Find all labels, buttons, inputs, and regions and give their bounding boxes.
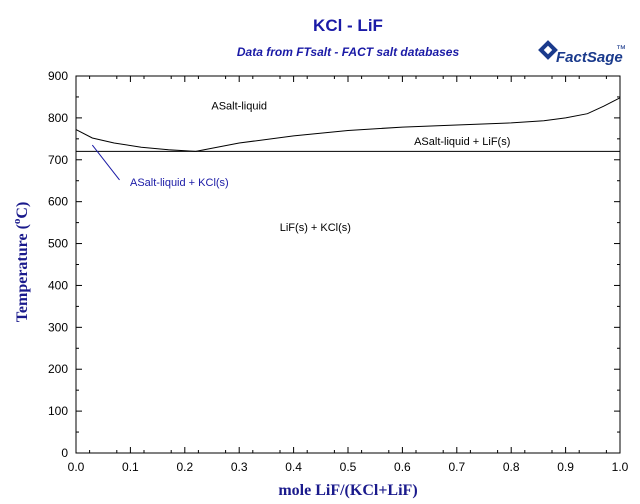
y-axis-label-degree: o bbox=[11, 218, 23, 224]
y-tick-label: 800 bbox=[48, 111, 68, 125]
x-tick-labels: 0.0 0.1 0.2 0.3 0.4 0.5 0.6 0.7 0.8 0.9 1.0 bbox=[68, 460, 629, 474]
y-axis-label: Temperature (oC) bbox=[11, 202, 31, 323]
data-series bbox=[75, 97, 621, 152]
y-tick-label: 400 bbox=[48, 278, 68, 292]
x-tick-label: 0.3 bbox=[231, 460, 248, 474]
region-label-1: ASalt-liquid bbox=[211, 101, 267, 113]
phase-boundary-line-2 bbox=[195, 97, 621, 152]
y-tick-label: 100 bbox=[48, 404, 68, 418]
y-axis-label-unit: C) bbox=[14, 202, 31, 219]
factsage-logo-tm: ™ bbox=[616, 44, 626, 55]
plot-axes bbox=[75, 75, 621, 454]
y-axis-label-main: Temperature ( bbox=[14, 224, 31, 322]
x-tick-label: 0.2 bbox=[176, 460, 193, 474]
factsage-logo: FactSage ™ bbox=[538, 40, 626, 66]
x-tick-label: 0.1 bbox=[122, 460, 139, 474]
x-axis-label: mole LiF/(KCl+LiF) bbox=[278, 482, 417, 499]
x-tick-label: 0.4 bbox=[285, 460, 302, 474]
region-label-2: ASalt-liquid + LiF(s) bbox=[414, 136, 510, 148]
y-tick-label: 900 bbox=[48, 69, 68, 83]
y-tick-label: 200 bbox=[48, 362, 68, 376]
phase-boundary-line-1 bbox=[75, 129, 196, 152]
region-label-4: LiF(s) + KCl(s) bbox=[280, 222, 351, 234]
region-label-3: ASalt-liquid + KCl(s) bbox=[130, 177, 229, 189]
axis-ticks bbox=[75, 75, 621, 454]
y-tick-labels: 0 100 200 300 400 500 600 700 800 900 bbox=[48, 69, 68, 460]
factsage-logo-text: FactSage bbox=[556, 49, 623, 66]
annotation-pointer-line bbox=[91, 144, 120, 181]
x-tick-label: 0.8 bbox=[503, 460, 520, 474]
plot-frame bbox=[75, 75, 621, 454]
chart-subtitle: Data from FTsalt - FACT salt databases bbox=[237, 45, 460, 59]
region-annotations: ASalt-liquid ASalt-liquid + LiF(s) ASalt-l… bbox=[91, 101, 510, 234]
factsage-logo-icon bbox=[538, 40, 558, 60]
x-tick-label: 0.9 bbox=[557, 460, 574, 474]
x-tick-label: 0.7 bbox=[448, 460, 465, 474]
x-tick-label: 0.5 bbox=[340, 460, 357, 474]
x-tick-label: 0.0 bbox=[68, 460, 85, 474]
y-tick-label: 300 bbox=[48, 320, 68, 334]
y-tick-label: 0 bbox=[61, 446, 68, 460]
y-tick-label: 700 bbox=[48, 153, 68, 167]
y-tick-label: 500 bbox=[48, 237, 68, 251]
x-tick-label: 0.6 bbox=[394, 460, 411, 474]
y-tick-label: 600 bbox=[48, 195, 68, 209]
x-tick-label: 1.0 bbox=[612, 460, 629, 474]
chart-title: KCl - LiF bbox=[313, 16, 383, 35]
